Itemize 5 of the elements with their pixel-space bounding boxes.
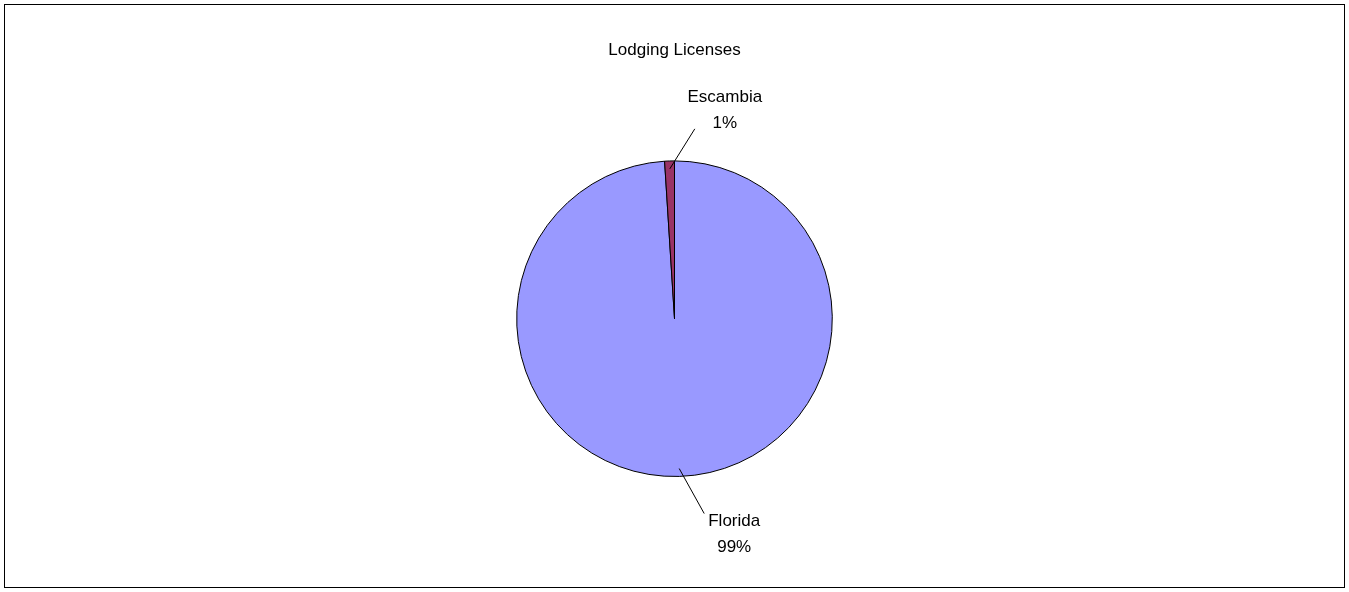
data-label: 99% [717,537,752,557]
chart-title: Lodging Licenses [608,39,741,59]
slice-label: Escambia [687,86,763,106]
slice-label: Florida [708,511,761,531]
data-label: 1% [712,112,738,132]
